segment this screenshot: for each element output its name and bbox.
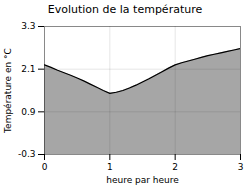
svg-text:Température en °C: Température en °C	[3, 48, 13, 134]
svg-text:2: 2	[172, 162, 178, 172]
svg-text:heure par heure: heure par heure	[106, 175, 179, 185]
html-text:Evolution de la température: Evolution de la température	[47, 3, 203, 16]
svg-text:0.9: 0.9	[21, 107, 36, 117]
svg-text:1: 1	[107, 162, 113, 172]
svg-text:3: 3	[238, 162, 244, 172]
svg-text:2.1: 2.1	[21, 64, 35, 74]
svg-text:-0.3: -0.3	[18, 149, 36, 159]
svg-text:3.3: 3.3	[21, 21, 35, 31]
svg-text:0: 0	[42, 162, 48, 172]
